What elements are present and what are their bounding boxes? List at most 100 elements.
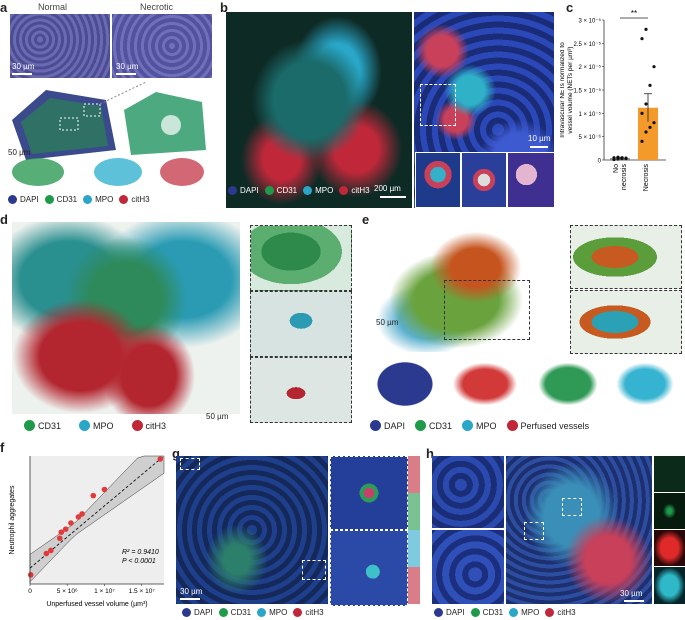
y-tick-label: 1.5 × 10⁻⁵ — [573, 88, 601, 95]
legend-cith3: citH3 — [145, 420, 167, 431]
x-tick-label: 0 — [28, 588, 32, 595]
panel-h-channel-3 — [654, 530, 685, 566]
x-tick-label: 1 × 10⁷ — [94, 588, 115, 595]
scatter-point — [43, 550, 50, 557]
data-point — [612, 156, 616, 160]
scatter-point — [75, 514, 82, 520]
r2-annotation: R² = 0.9410 — [122, 549, 159, 556]
scatter-point — [101, 486, 108, 493]
panel-e-3d-render — [368, 222, 564, 352]
panel-a-header-necrotic: Necrotic — [140, 2, 174, 12]
legend-dapi: DAPI — [20, 195, 39, 204]
legend-cith3: citH3 — [131, 195, 150, 204]
panel-a-3d-tissue — [12, 81, 206, 160]
legend-cd31: CD31 — [276, 186, 298, 195]
panel-b-scale-label-inset: 10 µm — [528, 134, 551, 143]
y-tick-label: 2.5 × 10⁻⁵ — [573, 41, 601, 48]
panel-e-scale-label: 50 µm — [376, 318, 399, 327]
scatter-point — [62, 526, 69, 532]
scatter-point — [79, 511, 85, 517]
panel-g-channel-strip — [408, 456, 420, 604]
panel-a-scalebar-1 — [12, 73, 32, 75]
inset-box-1 — [59, 117, 79, 131]
y-tick-label: 3 × 10⁻⁵ — [578, 18, 601, 25]
panel-e-inset-2 — [570, 290, 682, 354]
data-point — [644, 27, 648, 31]
y-tick-label: 5 × 10⁻⁶ — [579, 134, 602, 141]
panel-e-mpo-thumb — [610, 358, 680, 410]
fit-line — [29, 455, 165, 569]
panel-b-inset-box — [420, 84, 456, 126]
panel-g-legend: DAPI CD31 MPO citH3 — [182, 608, 324, 617]
data-point — [620, 156, 624, 160]
data-point — [652, 121, 656, 125]
panel-b-scalebar-main — [380, 196, 406, 198]
data-point — [652, 65, 656, 69]
legend-mpo: MPO — [93, 420, 114, 431]
panel-e-inset-box — [444, 280, 530, 340]
panel-h-channel-1 — [654, 456, 685, 492]
panel-d-3d-render — [12, 222, 240, 414]
inset-box-2 — [83, 103, 101, 117]
data-point — [640, 111, 644, 115]
cd31-thumb — [12, 158, 64, 186]
x-tick-label: 5 × 10⁶ — [57, 588, 78, 595]
legend-dapi: DAPI — [240, 186, 259, 195]
panel-b-inset-1 — [415, 152, 461, 208]
panel-d-inset-1 — [250, 225, 352, 291]
panel-a-scale-label-2: 30 µm — [116, 62, 139, 71]
panel-b-scalebar-inset — [530, 146, 548, 148]
panel-e-legend: DAPI CD31 MPO Perfused vessels — [370, 420, 589, 431]
panel-a-normal-image — [10, 14, 110, 78]
x-tick-label-0: Nonecrosis — [613, 164, 628, 191]
panel-a-scalebar-2 — [116, 73, 136, 75]
data-point — [624, 157, 628, 161]
panel-d-inset-3 — [250, 357, 352, 423]
panel-h-legend: DAPI CD31 MPO citH3 — [434, 608, 576, 617]
legend-mpo: MPO — [476, 420, 497, 431]
panel-h-left-image-top — [432, 456, 504, 528]
panel-d-scale-label: 50 µm — [206, 412, 229, 421]
panel-e-dapi-thumb — [372, 358, 438, 410]
bar-0 — [610, 158, 630, 160]
panel-e-inset-1 — [570, 225, 682, 289]
legend-mpo: MPO — [521, 608, 540, 617]
panel-h-inset-box-2 — [524, 522, 544, 540]
panel-a-legend: DAPI CD31 MPO citH3 — [8, 195, 150, 204]
panel-h-inset-box-1 — [562, 498, 582, 516]
scatter-point — [90, 492, 97, 499]
legend-mpo: MPO — [95, 195, 114, 204]
panel-h-scalebar — [624, 600, 644, 602]
panel-a-scale-label-3d: 50 µm — [8, 148, 31, 157]
y-tick-label: 0 — [598, 159, 602, 165]
scatter-point — [48, 547, 54, 554]
legend-cith3: citH3 — [351, 186, 370, 195]
y-tick-label: 2 × 10⁻⁵ — [578, 64, 601, 71]
legend-mpo: MPO — [269, 608, 288, 617]
panel-a-label: a — [0, 0, 8, 15]
data-point — [644, 102, 648, 106]
panel-a-scale-label-1: 30 µm — [12, 62, 35, 71]
data-point — [616, 155, 620, 159]
panel-h-scale-label: 30 µm — [620, 589, 643, 598]
cith3-thumb — [160, 158, 204, 186]
panel-f-chart: 0 5 × 10⁶ 1 × 10⁷ 1.5 × 10⁷ Unperfused vesse… — [9, 455, 165, 608]
x-tick-label: 1.5 × 10⁷ — [129, 588, 156, 595]
legend-perfused: Perfused vessels — [520, 420, 590, 431]
legend-cd31: CD31 — [230, 608, 252, 617]
legend-cith3: citH3 — [557, 608, 576, 617]
scatter-point — [27, 572, 34, 578]
panel-a-header-normal: Normal — [38, 2, 68, 12]
panel-h-channel-4 — [654, 567, 685, 604]
legend-dapi: DAPI — [446, 608, 465, 617]
data-point — [640, 139, 644, 143]
confidence-band — [29, 455, 165, 583]
data-point — [648, 83, 652, 87]
data-point — [644, 130, 648, 134]
panel-a-necrotic-image — [112, 14, 212, 78]
y-axis-label: Intravascular NETs normalized tovessel v… — [560, 42, 574, 138]
data-point — [640, 37, 644, 41]
panel-c-label: c — [566, 0, 574, 15]
p-annotation: P < 0.0001 — [122, 558, 156, 565]
legend-dapi: DAPI — [384, 420, 406, 431]
